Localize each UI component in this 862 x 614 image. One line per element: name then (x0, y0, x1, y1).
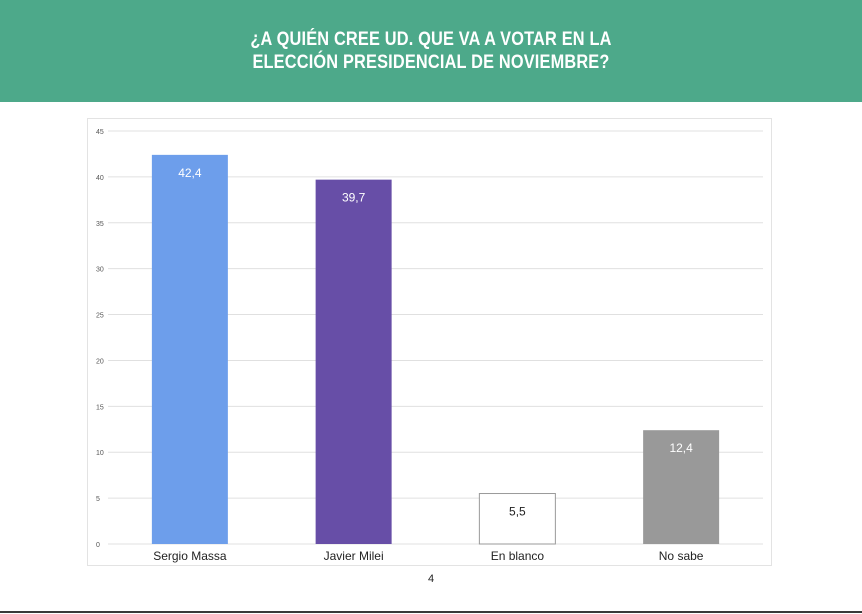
header-banner: ¿A QUIÉN CREE UD. QUE VA A VOTAR EN LA E… (0, 0, 862, 102)
x-tick-label: En blanco (491, 549, 545, 563)
bar-1 (315, 179, 392, 545)
y-tick-label: 20 (96, 358, 104, 365)
y-tick-label: 10 (96, 450, 104, 457)
data-label: 39,7 (342, 191, 366, 205)
bar-2 (478, 493, 556, 545)
data-label: 42,4 (178, 166, 202, 180)
y-tick-label: 40 (96, 175, 104, 182)
y-tick-label: 0 (96, 542, 100, 549)
y-tick-label: 45 (96, 129, 104, 136)
chart-title: ¿A QUIÉN CREE UD. QUE VA A VOTAR EN LA E… (250, 29, 612, 73)
y-tick-label: 25 (96, 313, 104, 320)
x-tick-label: Sergio Massa (153, 549, 227, 563)
y-tick-label: 30 (96, 267, 104, 274)
data-label: 5,5 (509, 505, 526, 519)
x-tick-label: Javier Milei (324, 549, 384, 563)
bar-3 (643, 430, 720, 544)
bar-chart: 0 5 10 15 20 25 30 35 40 45 42,4 Sergio Massa 39,7 Ja… (96, 129, 763, 563)
y-tick-label: 5 (96, 496, 100, 503)
y-tick-label: 35 (96, 221, 104, 228)
x-tick-label: No sabe (659, 549, 704, 563)
data-label: 12,4 (669, 441, 693, 455)
footer-rule (0, 611, 862, 613)
page-number: 4 (427, 573, 435, 585)
y-tick-label: 15 (96, 404, 104, 411)
chart-frame: 0 5 10 15 20 25 30 35 40 45 42,4 Sergio Massa 39,7 Ja… (87, 118, 772, 566)
bar-0 (151, 154, 228, 544)
